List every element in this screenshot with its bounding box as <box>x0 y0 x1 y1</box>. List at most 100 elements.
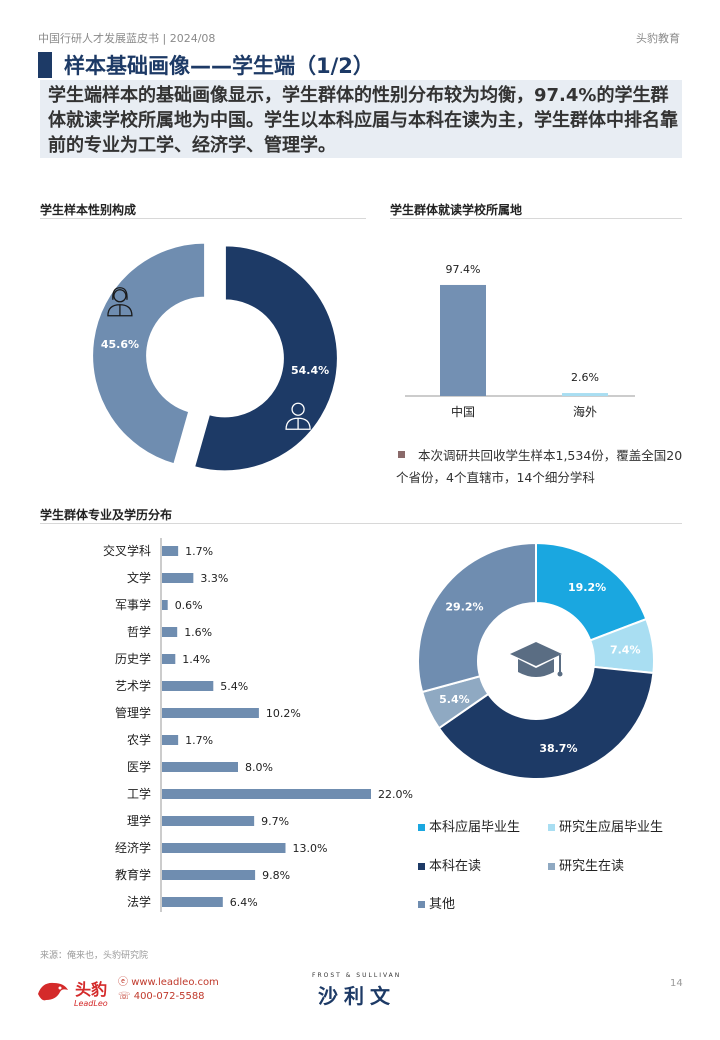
bar-value-label: 1.4% <box>182 653 210 666</box>
brand-header: 头豹教育 <box>636 32 680 45</box>
logo-cn-text: 头豹 <box>75 980 108 999</box>
bar-value-label: 1.7% <box>185 734 213 747</box>
category-label: 管理学 <box>115 705 151 720</box>
legend-undergrad-graduate: 本科应届毕业生 <box>418 816 520 835</box>
leadleo-logo: 头豹 <box>36 976 107 1004</box>
slice-label: 19.2% <box>568 581 606 594</box>
legend-other: 其他 <box>418 893 455 912</box>
category-label: 理学 <box>127 813 151 828</box>
page-number: 14 <box>670 978 683 989</box>
graduation-cap-icon <box>510 642 563 677</box>
donut-slice <box>192 244 339 473</box>
slice-label: 45.6% <box>101 338 139 351</box>
location-bar <box>562 393 608 397</box>
source-note: 来源：俺来也，头豹研究院 <box>40 951 149 961</box>
slice-label: 5.4% <box>439 693 470 706</box>
bar-value-label: 5.4% <box>220 680 248 693</box>
partner-cn-text: 沙利文 <box>318 984 396 1008</box>
male-user-icon <box>285 402 311 430</box>
bar-value-label: 10.2% <box>266 707 301 720</box>
note-bullet <box>398 451 405 458</box>
partner-en-text: FROST & SULLIVAN <box>312 972 402 979</box>
bar-value-label: 6.4% <box>230 896 258 909</box>
education-donut-chart: 19.2% 7.4% 38.7% 5.4% 29.2% <box>417 541 655 780</box>
summary-box <box>40 80 682 158</box>
legend-swatch <box>418 901 425 908</box>
report-header: 中国行研人才发展蓝皮书 | 2024/08 <box>38 32 216 45</box>
category-label: 中国 <box>451 404 475 419</box>
website-link[interactable]: ⓔ www.leadleo.com <box>118 977 219 988</box>
category-label: 交叉学科 <box>103 543 151 558</box>
major-bar-chart: 交叉学科 1.7% 文学 3.3% 军事学 0.6% 哲学 1.6% 历史学 1.4% 艺术学 5.4… <box>103 538 413 912</box>
major-bar <box>162 897 223 907</box>
section-divider <box>390 218 682 219</box>
bar-value-label: 9.7% <box>261 815 289 828</box>
location-bar-chart: 97.4% 中国 2.6% 海外 <box>405 263 635 419</box>
category-label: 工学 <box>127 786 151 801</box>
title-accent-bar <box>38 52 52 78</box>
category-label: 海外 <box>573 404 597 419</box>
female-user-icon <box>107 287 133 317</box>
location-bar <box>440 284 486 396</box>
major-bar <box>162 627 178 637</box>
legend-undergrad-enrolled: 本科在读 <box>418 855 481 874</box>
major-bar <box>162 789 371 799</box>
summary-text: 学生端样本的基础画像显示，学生群体的性别分布较为均衡，97.4%的学生群体就读学… <box>48 85 678 156</box>
legend-swatch <box>418 824 425 831</box>
legend-postgrad-enrolled: 研究生在读 <box>548 855 624 874</box>
legend-swatch <box>418 863 425 870</box>
section-major-title: 学生群体专业及学历分布 <box>40 508 173 522</box>
section-gender-title: 学生样本性别构成 <box>40 203 137 217</box>
slice-label: 29.2% <box>445 600 483 613</box>
page-title: 样本基础画像——学生端（1/2） <box>64 54 374 78</box>
major-bar <box>162 816 255 826</box>
section-divider <box>40 523 682 524</box>
major-bar <box>162 681 214 691</box>
bar-value-label: 22.0% <box>378 788 413 801</box>
bar-value-label: 0.6% <box>175 599 203 612</box>
bar-value-label: 1.6% <box>184 626 212 639</box>
major-bar <box>162 870 256 880</box>
bar-value-label: 97.4% <box>446 263 481 276</box>
slice-label: 38.7% <box>539 742 577 755</box>
bar-value-label: 1.7% <box>185 545 213 558</box>
category-label: 经济学 <box>115 840 151 855</box>
major-bar <box>162 600 168 610</box>
section-location-title: 学生群体就读学校所属地 <box>390 203 523 217</box>
leopard-icon <box>38 982 68 1000</box>
major-bar <box>162 708 259 718</box>
major-bar <box>162 843 286 853</box>
phone-icon: ☏ <box>118 991 131 1002</box>
major-bar <box>162 573 194 583</box>
slice-label: 7.4% <box>610 643 641 656</box>
logo-en-text: LeadLeo <box>74 999 108 1008</box>
category-label: 哲学 <box>127 624 151 639</box>
bar-value-label: 3.3% <box>200 572 228 585</box>
legend-swatch <box>548 863 555 870</box>
phone-number: ☏ 400-072-5588 <box>118 991 205 1002</box>
sample-note: 本次调研共回收学生样本1,534份，覆盖全国20个省份，4个直辖市，14个细分学… <box>396 448 683 485</box>
major-bar <box>162 546 179 556</box>
category-label: 历史学 <box>115 651 151 666</box>
major-bar <box>162 654 176 664</box>
bar-value-label: 8.0% <box>245 761 273 774</box>
category-label: 教育学 <box>115 867 151 882</box>
slice-label: 54.4% <box>291 364 329 377</box>
bar-value-label: 13.0% <box>293 842 328 855</box>
bar-value-label: 9.8% <box>262 869 290 882</box>
donut-slice <box>91 241 207 466</box>
section-divider <box>40 218 366 219</box>
category-label: 法学 <box>127 894 151 909</box>
legend-swatch <box>548 824 555 831</box>
contact-info: ⓔ www.leadleo.com ☏ 400-072-5588 <box>118 976 219 1004</box>
category-label: 艺术学 <box>115 678 151 693</box>
category-label: 医学 <box>127 759 151 774</box>
category-label: 文学 <box>127 570 151 585</box>
major-bar <box>162 735 179 745</box>
category-label: 军事学 <box>115 597 151 612</box>
major-bar <box>162 762 238 772</box>
legend-postgrad-graduate: 研究生应届毕业生 <box>548 816 663 835</box>
web-icon: ⓔ <box>118 977 128 988</box>
category-label: 农学 <box>127 732 151 747</box>
bar-value-label: 2.6% <box>571 371 599 384</box>
